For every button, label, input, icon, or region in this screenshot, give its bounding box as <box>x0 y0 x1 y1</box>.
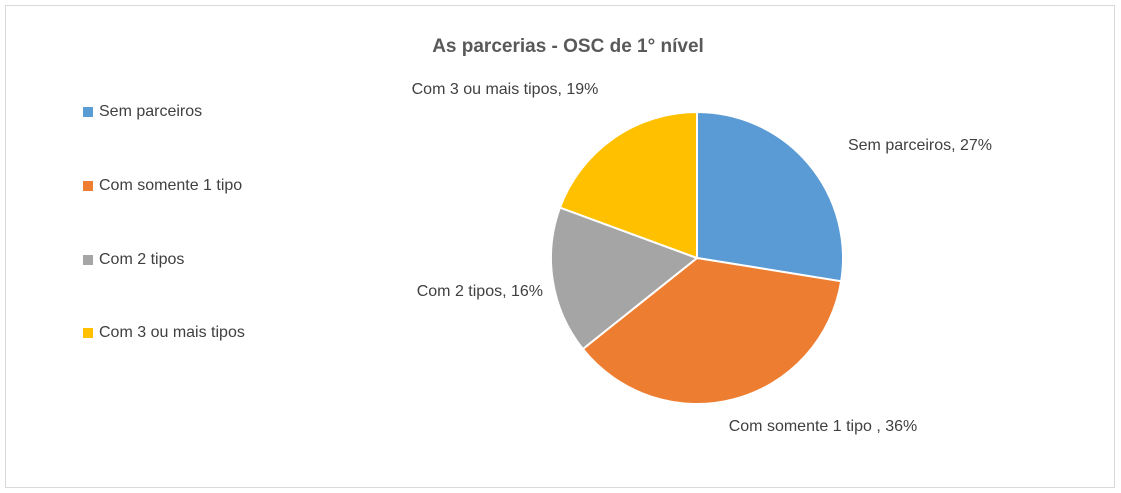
pie-slice <box>550 206 700 351</box>
data-label: Com 2 tipos, 16% <box>416 283 543 300</box>
legend-swatch <box>83 328 93 338</box>
legend-label: Com somente 1 tipo <box>99 177 242 194</box>
data-label: Com somente 1 tipo , 36% <box>728 418 918 435</box>
legend-label: Sem parceiros <box>99 103 202 120</box>
pie-slice <box>696 110 844 283</box>
legend-swatch <box>83 181 93 191</box>
pie-slice <box>558 110 698 260</box>
pie-slice <box>581 256 843 405</box>
legend-label: Com 2 tipos <box>99 251 184 268</box>
legend-swatch <box>83 255 93 265</box>
legend-swatch <box>83 107 93 117</box>
data-label: Com 3 ou mais tipos, 19% <box>411 81 599 98</box>
chart-title: As parcerias - OSC de 1° nível <box>432 36 704 57</box>
legend-label: Com 3 ou mais tipos <box>99 324 245 341</box>
data-label: Sem parceiros, 27% <box>847 137 993 154</box>
